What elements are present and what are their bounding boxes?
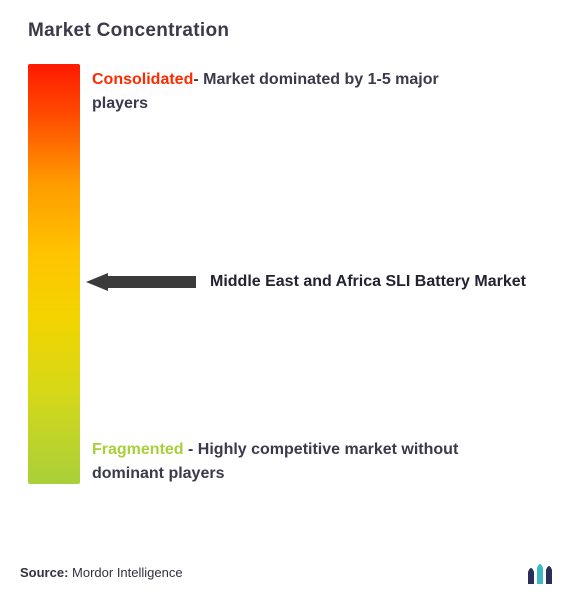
market-marker: Middle East and Africa SLI Battery Marke… <box>86 273 526 291</box>
mordor-logo-icon <box>526 558 562 586</box>
logo-bar-1 <box>528 568 534 584</box>
source-attribution: Source: Mordor Intelligence <box>20 565 183 580</box>
source-label: Source: <box>20 565 68 580</box>
arrow-shape <box>86 273 196 291</box>
page-title: Market Concentration <box>28 20 554 42</box>
logo-bar-3 <box>546 566 552 584</box>
concentration-spectrum-bar <box>28 64 80 484</box>
footer: Source: Mordor Intelligence <box>20 558 562 586</box>
consolidated-term: Consolidated <box>92 71 193 88</box>
fragmented-label-block: Fragmented - Highly competitive market w… <box>92 438 492 486</box>
source-name: Mordor Intelligence <box>72 565 183 580</box>
market-marker-label: Middle East and Africa SLI Battery Marke… <box>210 273 526 291</box>
arrow-left-icon <box>86 273 196 291</box>
infographic-body: Consolidated- Market dominated by 1-5 ma… <box>28 64 554 504</box>
fragmented-term: Fragmented <box>92 441 184 458</box>
logo-bar-2 <box>537 564 543 584</box>
consolidated-label-block: Consolidated- Market dominated by 1-5 ma… <box>92 68 452 116</box>
